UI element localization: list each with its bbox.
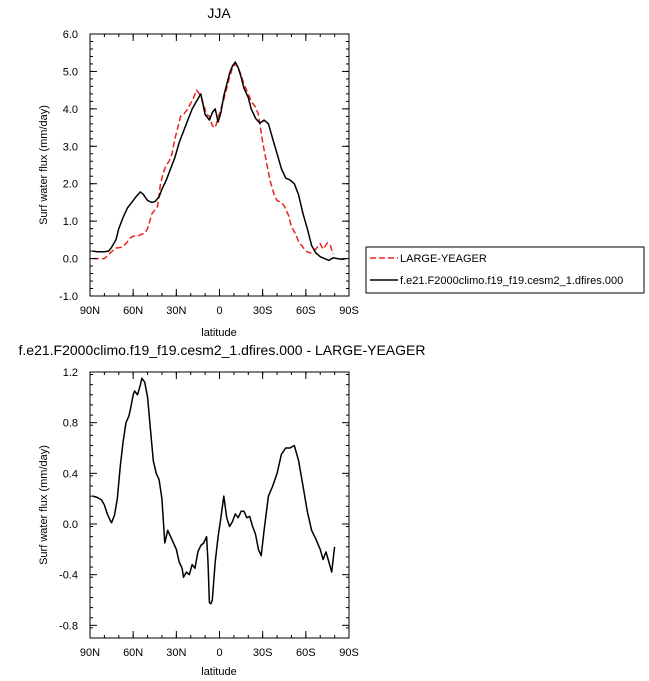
bottom-y-tick-label: 0.4 xyxy=(63,468,78,480)
bottom-y-tick-label: 1.2 xyxy=(63,367,78,379)
top-x-tick-label: 30N xyxy=(166,305,186,317)
bottom-plot-frame xyxy=(89,371,350,639)
bottom-y-tick-label: 0.0 xyxy=(63,519,78,531)
top-y-tick-label: 2.0 xyxy=(63,179,78,191)
bottom-x-tick-label: 30S xyxy=(253,647,273,659)
top-panel: JJA 90N 60N 30N 0 30S 60S 90S -1.0 0.0 1.0 2.0 3.0 4… xyxy=(38,5,359,339)
bottom-x-tick-label: 90S xyxy=(339,647,359,659)
bottom-x-tick-label: 30N xyxy=(166,647,186,659)
top-x-axis-label: latitude xyxy=(201,327,236,339)
top-x-tick-label: 60S xyxy=(296,305,316,317)
legend-label-cesm2: f.e21.F2000climo.f19_f19.cesm2_1.dfires.… xyxy=(400,275,623,287)
bottom-y-tick-label: -0.8 xyxy=(59,620,78,632)
top-x-tick-label: 30S xyxy=(253,305,273,317)
legend-label-large-yeager: LARGE-YEAGER xyxy=(400,253,487,265)
top-y-tick-label: 3.0 xyxy=(63,141,78,153)
top-y-axis-label: Surf water flux (mm/day) xyxy=(38,105,50,225)
bottom-y-tick-label: -0.4 xyxy=(59,570,78,582)
bottom-x-tick-label: 0 xyxy=(216,647,222,659)
bottom-x-tick-label: 60S xyxy=(296,647,316,659)
top-series-line-1 xyxy=(92,61,347,262)
top-x-tick-label: 60N xyxy=(123,305,143,317)
top-y-tick-label: 6.0 xyxy=(63,29,78,41)
top-y-tick-label: 4.0 xyxy=(63,104,78,116)
top-y-tick-label: 0.0 xyxy=(63,254,78,266)
bottom-y-tick-label: 0.8 xyxy=(63,418,78,430)
top-x-tick-label: 0 xyxy=(216,305,222,317)
bottom-x-tick-label: 60N xyxy=(123,647,143,659)
bottom-y-axis-label: Surf water flux (mm/day) xyxy=(38,445,50,565)
legend: LARGE-YEAGER f.e21.F2000climo.f19_f19.ce… xyxy=(365,246,645,294)
bottom-x-tick-label: 90N xyxy=(80,647,100,659)
legend-box xyxy=(365,246,645,294)
top-x-tick-label: 90S xyxy=(339,305,359,317)
top-series-line-0 xyxy=(92,63,334,260)
top-chart-title: JJA xyxy=(207,5,231,21)
top-y-tick-label: -1.0 xyxy=(59,291,78,303)
bottom-series-line-0 xyxy=(92,377,336,605)
top-x-tick-label: 90N xyxy=(80,305,100,317)
bottom-panel: f.e21.F2000climo.f19_f19.cesm2_1.dfires.… xyxy=(19,342,426,678)
top-plot-frame xyxy=(89,33,350,297)
top-y-tick-label: 1.0 xyxy=(63,216,78,228)
top-y-tick-label: 5.0 xyxy=(63,66,78,78)
bottom-chart-title: f.e21.F2000climo.f19_f19.cesm2_1.dfires.… xyxy=(19,342,426,358)
bottom-x-axis-label: latitude xyxy=(201,666,236,678)
